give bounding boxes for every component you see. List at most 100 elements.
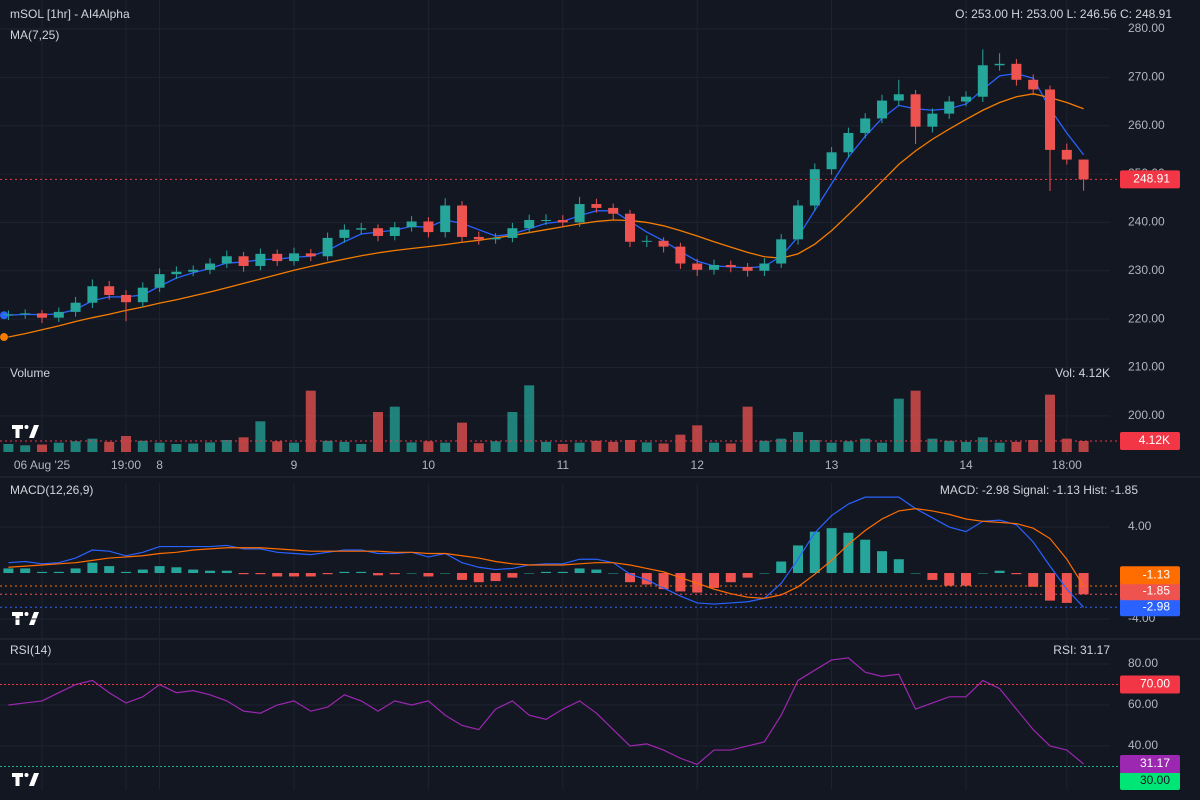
- x-tick-label: 14: [959, 458, 973, 472]
- tv-logo: [12, 425, 39, 438]
- histogram-bar: [3, 568, 14, 574]
- histogram-bar: [255, 573, 266, 575]
- volume-bar: [742, 406, 753, 452]
- histogram-bar: [524, 573, 535, 574]
- candle-body: [272, 253, 283, 262]
- candle-body: [625, 213, 635, 242]
- x-tick-label: 18:00: [1052, 458, 1082, 472]
- logo-dot: [24, 612, 29, 616]
- last-value-label: -1.13: [1143, 567, 1171, 581]
- x-tick-label: 12: [691, 458, 705, 472]
- volume-bar: [423, 441, 434, 452]
- logo-dot: [24, 425, 29, 429]
- candle-body: [524, 220, 535, 229]
- volume-bar: [725, 443, 736, 452]
- volume-bar: [625, 440, 635, 452]
- histogram-bar: [188, 569, 199, 574]
- volume-bar: [104, 441, 115, 452]
- tv-logo: [12, 773, 39, 786]
- histogram-bar: [322, 573, 333, 575]
- x-tick-label: 9: [291, 458, 298, 472]
- volume-bar: [272, 441, 283, 452]
- volume-bar: [1028, 440, 1039, 452]
- candle-body: [692, 263, 703, 270]
- volume-bar: [137, 440, 148, 452]
- candle-body: [961, 96, 971, 102]
- histogram-bar: [557, 571, 568, 574]
- volume-bar: [188, 443, 199, 452]
- candle-body: [373, 228, 383, 236]
- volume-bar: [154, 442, 165, 452]
- series-line: [8, 657, 1084, 766]
- candle-body: [709, 264, 719, 270]
- histogram-bar: [1028, 573, 1039, 587]
- last-value-label-box: [1120, 566, 1180, 585]
- last-rsi-label: 31.17: [1140, 756, 1170, 770]
- histogram-bar: [70, 568, 81, 574]
- volume-bar: [238, 437, 249, 452]
- candle-body: [423, 221, 434, 233]
- last-value-label-box: [1120, 582, 1180, 601]
- candle-body: [507, 228, 518, 238]
- candle-body: [171, 271, 182, 275]
- volume-bar: [171, 444, 182, 452]
- y-tick-label: 4.00: [1128, 519, 1152, 533]
- histogram-bar: [893, 559, 904, 574]
- candle-body: [473, 236, 484, 240]
- histogram-bar: [625, 573, 635, 583]
- candle-body: [238, 256, 249, 266]
- histogram-bar: [171, 567, 182, 574]
- volume-bar: [574, 442, 585, 452]
- x-tick-label: 19:00: [111, 458, 141, 472]
- histogram-bar: [927, 573, 938, 580]
- candle-body: [557, 220, 568, 223]
- y-tick-label: 280.00: [1128, 21, 1165, 35]
- level-label: 70.00: [1140, 677, 1170, 691]
- histogram-bar: [826, 528, 837, 574]
- y-tick-label: 80.00: [1128, 656, 1158, 670]
- volume-bar: [910, 390, 921, 452]
- last-value-label-box: [1120, 598, 1180, 617]
- volume-bar: [322, 440, 333, 452]
- histogram-bar: [440, 573, 451, 574]
- candle-body: [37, 313, 47, 318]
- panel-title: mSOL [1hr] - AI4Alpha: [10, 7, 130, 21]
- y-tick-label: 230.00: [1128, 263, 1165, 277]
- y-tick-label: 60.00: [1128, 697, 1158, 711]
- histogram-bar: [53, 571, 64, 574]
- candle-body: [776, 239, 787, 264]
- volume-marker-label-box: [1120, 432, 1180, 451]
- candle-body: [356, 228, 367, 230]
- volume-bar: [70, 441, 81, 452]
- histogram-bar: [608, 573, 619, 574]
- y-tick-label: 240.00: [1128, 215, 1165, 229]
- histogram-bar: [104, 566, 115, 574]
- histogram-bar: [389, 573, 400, 575]
- histogram-bar: [289, 573, 299, 577]
- histogram-bar: [221, 570, 232, 574]
- histogram-bar: [1011, 573, 1022, 575]
- histogram-bar: [205, 570, 215, 574]
- candle-body: [910, 94, 921, 127]
- histogram-bar: [305, 573, 316, 577]
- histogram-bar: [658, 573, 669, 590]
- volume-bar: [793, 432, 803, 452]
- volume-bar: [759, 440, 770, 452]
- histogram-bar: [121, 571, 131, 574]
- candle-body: [793, 205, 803, 240]
- y-tick-label: 40.00: [1128, 738, 1158, 752]
- volume-bar: [1045, 394, 1055, 452]
- volume-bar: [591, 440, 602, 452]
- histogram-bar: [457, 573, 467, 580]
- logo-dot: [24, 773, 29, 777]
- histogram-bar: [423, 573, 434, 577]
- histogram-bar: [154, 566, 165, 574]
- histogram-bar: [675, 573, 686, 592]
- volume-bar: [356, 444, 367, 452]
- candle-body: [389, 227, 400, 236]
- candle-body: [70, 302, 81, 312]
- volume-bar: [373, 412, 383, 452]
- candle-body: [322, 237, 333, 257]
- y-tick-label: 270.00: [1128, 70, 1165, 84]
- volume-bar: [809, 440, 820, 452]
